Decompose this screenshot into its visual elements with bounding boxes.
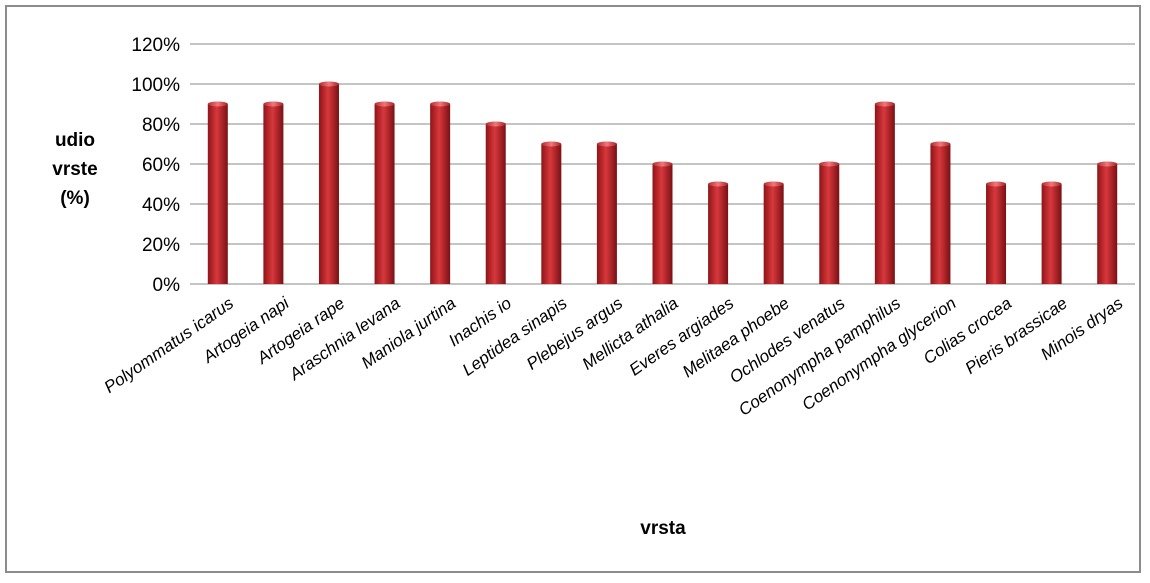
bars — [207, 81, 1118, 284]
bar — [1041, 181, 1062, 284]
bar-cap — [763, 181, 784, 187]
y-tick-label: 120% — [131, 35, 180, 56]
bar-body — [318, 84, 339, 284]
bar-cap — [430, 101, 451, 107]
bar — [596, 141, 617, 284]
bar-cap — [1041, 181, 1062, 187]
bar-body — [263, 104, 284, 284]
y-tick-label: 100% — [131, 75, 180, 96]
bar — [763, 181, 784, 284]
bar-cap — [986, 181, 1007, 187]
bar — [374, 101, 395, 284]
bar-body — [1097, 164, 1118, 284]
y-axis-label-line-1: udio — [55, 130, 95, 151]
bar — [318, 81, 339, 284]
bar-cap — [318, 81, 339, 87]
bar-cap — [1097, 161, 1118, 167]
bar — [263, 101, 284, 284]
bar-cap — [708, 181, 729, 187]
bar-body — [652, 164, 673, 284]
bar — [708, 181, 729, 284]
bar-cap — [652, 161, 673, 167]
y-tick-label: 60% — [142, 155, 180, 176]
y-tick-label: 40% — [142, 195, 180, 216]
x-tick-label: Plebejus argus — [523, 293, 626, 373]
bar-cap — [596, 141, 617, 147]
bar-body — [930, 144, 951, 284]
y-axis-label-line-3: (%) — [60, 188, 90, 209]
bar — [1097, 161, 1118, 284]
bar-cap — [374, 101, 395, 107]
bar-body — [1041, 184, 1062, 284]
bar-body — [986, 184, 1007, 284]
y-tick-label: 80% — [142, 115, 180, 136]
bar-body — [485, 124, 506, 284]
bar-chart: 0% 20% 40% 60% 80% 100% 120% Polyommatus icaru… — [52, 35, 1135, 539]
y-tick-label: 20% — [142, 235, 180, 256]
bar-body — [374, 104, 395, 284]
bar — [430, 101, 451, 284]
bar — [819, 161, 840, 284]
bar-cap — [874, 101, 895, 107]
bar-cap — [930, 141, 951, 147]
bar — [874, 101, 895, 284]
bar-body — [596, 144, 617, 284]
bar — [930, 141, 951, 284]
bar-cap — [485, 121, 506, 127]
y-tick-label: 0% — [153, 275, 181, 296]
y-axis-label-line-2: vrste — [52, 159, 97, 180]
chart-frame: 0% 20% 40% 60% 80% 100% 120% Polyommatus icaru… — [5, 5, 1141, 573]
bar-body — [430, 104, 451, 284]
x-tick-label: Maniola jurtina — [358, 294, 459, 373]
bar — [485, 121, 506, 284]
x-axis-label: vrsta — [640, 518, 686, 539]
bar-body — [708, 184, 729, 284]
bar-body — [207, 104, 228, 284]
bar — [652, 161, 673, 284]
bar-cap — [207, 101, 228, 107]
bar-body — [763, 184, 784, 284]
bar — [986, 181, 1007, 284]
bar-body — [819, 164, 840, 284]
bar-cap — [263, 101, 284, 107]
bar-cap — [541, 141, 562, 147]
y-tick-labels: 0% 20% 40% 60% 80% 100% 120% — [131, 35, 180, 296]
bar-body — [541, 144, 562, 284]
bar — [541, 141, 562, 284]
bar-body — [874, 104, 895, 284]
bar — [207, 101, 228, 284]
bar-cap — [819, 161, 840, 167]
